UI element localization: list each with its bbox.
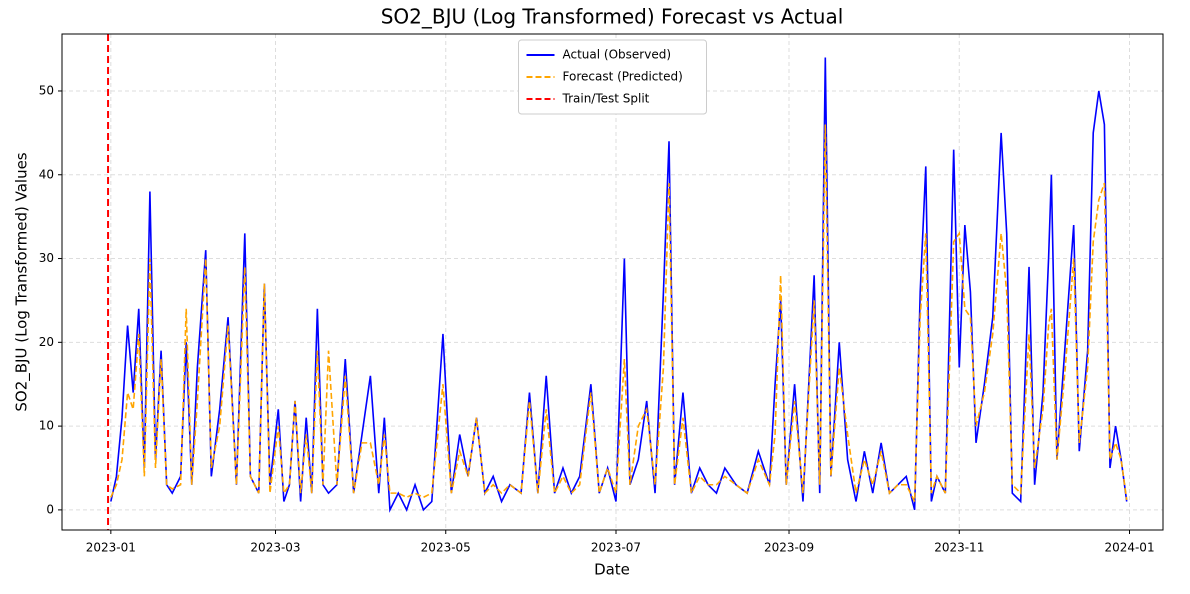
y-tick-label: 30 <box>39 251 54 265</box>
legend: Actual (Observed) Forecast (Predicted) Tra… <box>518 39 707 115</box>
x-tick-label: 2023-07 <box>591 541 641 555</box>
series-line <box>110 124 1128 502</box>
legend-box <box>518 39 707 115</box>
y-tick-label: 40 <box>39 167 54 181</box>
y-tick-label: 10 <box>39 419 54 433</box>
x-tick-label: 2023-01 <box>86 541 136 555</box>
y-tick-label: 50 <box>39 83 54 97</box>
y-tick-label: 0 <box>46 502 54 516</box>
x-tick-label: 2023-11 <box>934 541 984 555</box>
x-tick-label: 2023-05 <box>421 541 471 555</box>
y-axis-label: SO2_BJU (Log Transformed) Values <box>13 152 32 411</box>
x-tick-label: 2024-01 <box>1104 541 1154 555</box>
plot-frame <box>61 33 1164 531</box>
y-tick-label: 20 <box>39 335 54 349</box>
legend-label: Actual (Observed) <box>563 48 672 62</box>
x-axis-label: Date <box>594 561 630 579</box>
chart-title: SO2_BJU (Log Transformed) Forecast vs Ac… <box>381 5 844 29</box>
legend-label: Forecast (Predicted) <box>563 70 683 84</box>
x-tick-label: 2023-03 <box>250 541 300 555</box>
x-tick-label: 2023-09 <box>764 541 814 555</box>
legend-label: Train/Test Split <box>562 92 650 106</box>
